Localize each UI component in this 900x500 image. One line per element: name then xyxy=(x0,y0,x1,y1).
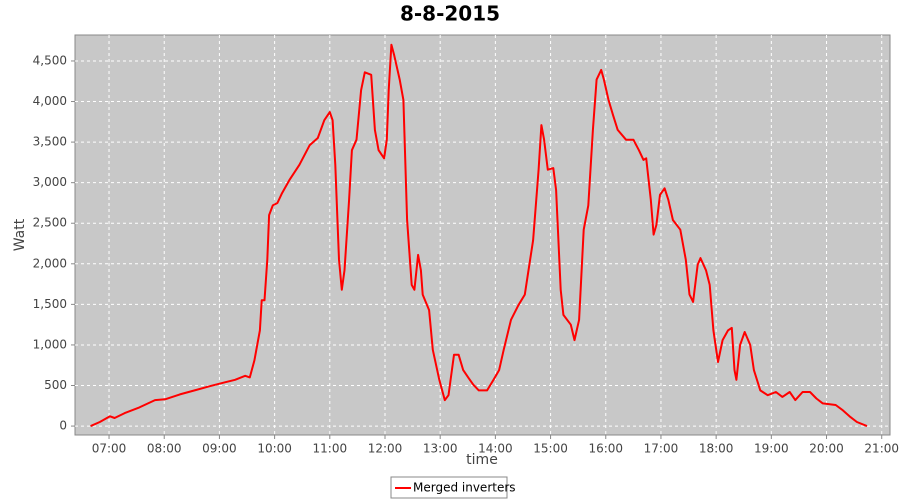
legend: Merged inverters xyxy=(390,476,516,499)
y-tick-label: 0 xyxy=(59,419,67,433)
x-tick-label: 20:00 xyxy=(809,442,844,456)
x-tick-label: 15:00 xyxy=(533,442,568,456)
x-tick-label: 21:00 xyxy=(864,442,899,456)
x-tick-label: 16:00 xyxy=(588,442,623,456)
x-axis-label: time xyxy=(466,452,498,468)
x-tick-label: 10:00 xyxy=(257,442,292,456)
x-tick-label: 13:00 xyxy=(423,442,458,456)
x-tick-label: 14:00 xyxy=(478,442,513,456)
x-tick-label: 19:00 xyxy=(754,442,789,456)
y-tick-label: 1,000 xyxy=(33,337,67,351)
legend-label: Merged inverters xyxy=(413,481,516,495)
x-tick-label: 11:00 xyxy=(313,442,348,456)
data-line xyxy=(90,43,868,428)
y-tick-label: 4,500 xyxy=(33,53,67,67)
chart-title: 8-8-2015 xyxy=(400,2,500,26)
plot-area xyxy=(74,34,891,436)
x-tick-label: 08:00 xyxy=(147,442,182,456)
x-tick-label: 09:00 xyxy=(202,442,237,456)
y-tick-label: 500 xyxy=(44,378,67,392)
x-tick-label: 18:00 xyxy=(699,442,734,456)
x-tick-label: 12:00 xyxy=(368,442,403,456)
y-tick-label: 1,500 xyxy=(33,297,67,311)
y-tick-label: 2,000 xyxy=(33,256,67,270)
x-tick-label: 17:00 xyxy=(644,442,679,456)
y-tick-label: 2,500 xyxy=(33,216,67,230)
y-tick-label: 4,000 xyxy=(33,94,67,108)
y-tick-label: 3,000 xyxy=(33,175,67,189)
y-tick-label: 3,500 xyxy=(33,135,67,149)
x-tick-label: 07:00 xyxy=(92,442,127,456)
y-axis-label: Watt xyxy=(12,218,28,251)
legend-box xyxy=(390,476,508,499)
